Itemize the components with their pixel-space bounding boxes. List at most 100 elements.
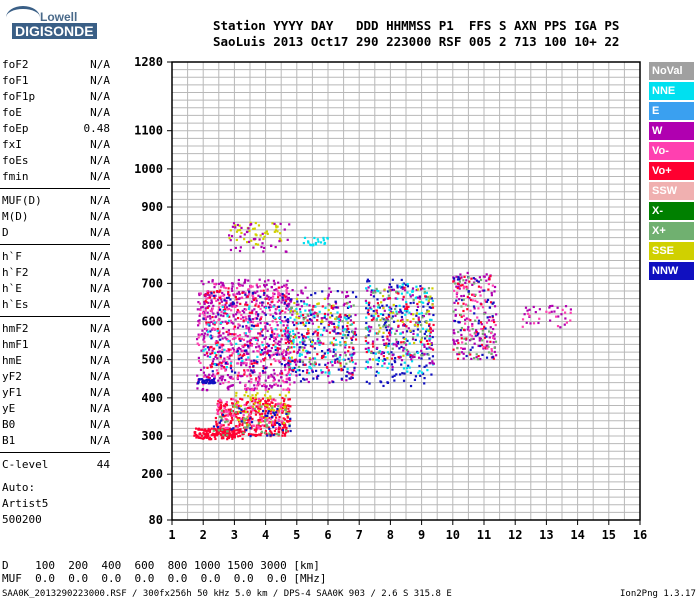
data-point [412,329,415,333]
data-point [238,284,241,287]
data-point [323,312,327,316]
data-point [345,330,348,333]
data-point [460,294,463,298]
data-point [284,285,288,288]
data-point [247,288,250,291]
data-point [203,300,206,304]
data-point [215,422,218,425]
data-point [214,416,218,420]
data-point [281,434,284,437]
data-point [284,311,287,314]
data-point [221,377,224,380]
data-point [402,323,406,326]
data-point [258,377,261,380]
data-point [212,347,216,350]
data-point [420,312,423,315]
data-point [253,308,256,311]
data-point [227,350,230,353]
data-point [211,362,214,365]
data-point [458,352,461,356]
data-point [264,420,267,423]
data-point [402,349,405,352]
data-point [225,330,228,334]
data-point [243,233,246,236]
logo-arc [6,6,40,29]
data-point [279,311,282,314]
data-point [303,363,306,366]
data-point [415,309,419,312]
data-point [245,427,248,431]
data-point [207,432,210,435]
data-point [267,387,270,391]
data-point [342,358,345,361]
data-point [461,341,464,344]
data-point [302,377,305,380]
data-point [368,358,371,361]
data-point [250,410,253,413]
data-point [215,299,218,302]
data-point [249,433,253,436]
data-point [281,422,284,425]
data-point [332,348,336,351]
data-point [223,429,226,432]
data-point [315,369,318,372]
data-point [226,374,230,377]
x-tick-label: 8 [387,528,394,542]
data-point [336,332,340,335]
data-point [478,276,482,279]
data-point [253,409,257,412]
data-point [379,313,383,316]
x-tick-label: 1 [168,528,175,542]
data-point [258,400,262,403]
data-point [473,342,476,345]
data-point [490,352,493,355]
data-point [320,320,323,324]
data-point [241,418,244,422]
x-tick-label: 5 [293,528,300,542]
data-point [266,402,269,405]
data-point [454,308,457,311]
data-point [289,357,292,360]
data-point [426,302,429,306]
data-point [420,336,424,339]
data-point [289,316,292,319]
data-point [382,325,385,328]
data-point [298,341,302,344]
data-point [247,356,250,359]
data-point [405,348,409,352]
data-point [284,341,288,345]
data-point [235,425,238,428]
data-point [489,275,492,278]
data-point [227,410,230,413]
data-point [477,307,480,310]
data-point [229,421,233,425]
data-point [383,288,386,291]
data-point [239,411,242,414]
data-point [464,303,468,306]
data-point [277,359,280,362]
param-value: N/A [90,154,110,167]
data-point [270,401,273,404]
data-point [371,342,374,345]
data-point [430,342,433,345]
data-point [286,348,290,351]
data-point [215,344,219,347]
data-point [308,321,311,325]
data-point [266,322,269,325]
data-point [248,413,252,416]
data-point [484,346,487,349]
data-point [345,362,348,365]
data-point [265,423,268,426]
data-point [470,335,474,338]
data-point [490,349,493,353]
data-point [197,336,200,339]
data-point [377,351,380,354]
data-point [201,387,205,391]
data-point [201,329,204,332]
data-point [299,310,302,314]
param-value: N/A [90,354,110,367]
data-point [344,314,347,317]
data-point [365,287,368,290]
data-point [219,289,222,292]
data-point [351,291,355,294]
